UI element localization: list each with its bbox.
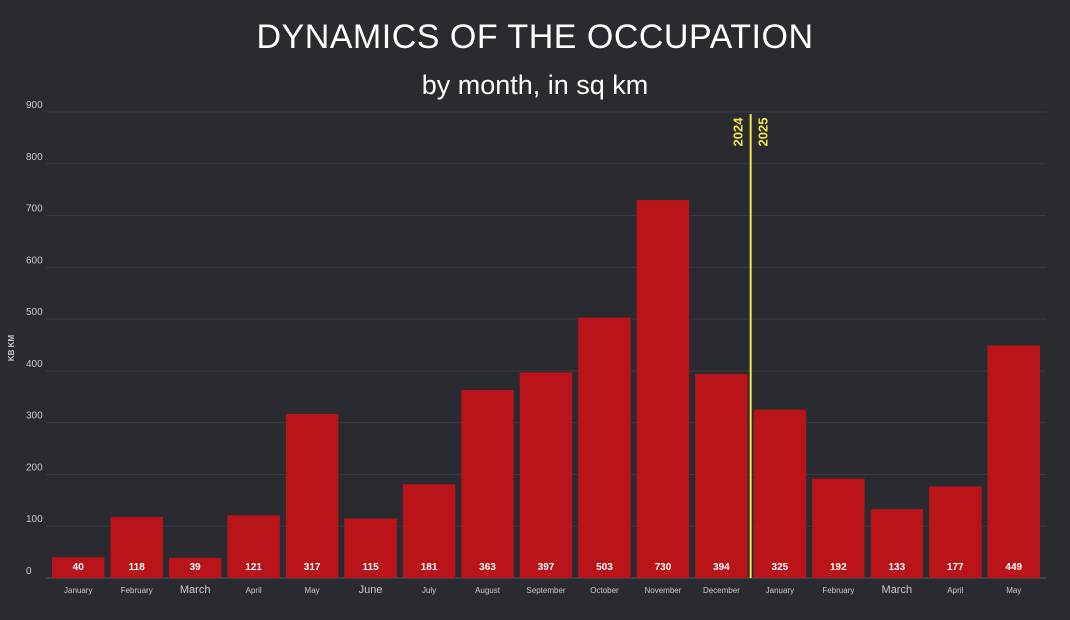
bar-value-label: 449 [1005,562,1022,573]
x-tick-label: May [305,586,320,595]
y-tick-label: 100 [26,514,43,525]
x-tick-label: March [180,584,211,596]
bar-value-label: 181 [421,562,438,573]
year-label-left: 2024 [731,117,746,147]
x-tick-label: April [246,586,262,595]
year-label-right: 2025 [756,118,771,147]
bar-value-label: 177 [947,562,964,573]
chart-subtitle: by month, in sq km [421,70,649,100]
bar [636,200,690,578]
year-divider: 2024 2025 [731,114,771,578]
y-tick-label: 0 [26,566,32,577]
bar [52,557,105,578]
x-tick-label: May [1006,586,1021,595]
bar-value-label: 115 [363,562,380,573]
bar [870,509,924,578]
y-tick-label: 800 [26,152,43,163]
x-tick-label: April [947,586,963,595]
bar [402,484,456,578]
x-tick-label: November [644,586,681,595]
x-tick-label: December [703,586,740,595]
bar-value-label: 192 [830,562,847,573]
y-tick-label: 300 [26,411,43,422]
bar-value-label: 40 [73,562,85,573]
bar [227,515,280,578]
bar [812,478,865,578]
bars [52,200,1040,578]
bar-value-label: 121 [245,562,262,573]
bar-value-label: 39 [190,562,202,573]
bar [519,372,573,578]
bar [461,390,514,578]
chart-title: DYNAMICS OF THE OCCUPATION [256,18,814,56]
bar [344,518,397,578]
y-tick-label: 400 [26,359,43,370]
y-tick-label: 700 [26,204,43,215]
bar-value-labels: 40 118 39 121 317 115 181 363 397 503 730 394 325 192… [73,562,1023,573]
bar [285,413,339,578]
x-tick-label: October [590,586,619,595]
bar-value-label: 317 [304,562,321,573]
bar [929,486,982,578]
x-tick-label: June [359,584,383,596]
y-tick-label: 200 [26,462,43,473]
bar [168,557,222,578]
x-tick-label: July [422,586,436,595]
bar [695,373,748,578]
bar-value-label: 397 [538,562,555,573]
y-axis-label: KB KM [7,335,16,362]
x-tick-label: January [64,586,92,595]
x-tick-label: September [526,586,565,595]
bar-value-label: 503 [596,562,613,573]
bar [110,516,163,578]
x-tick-label: March [882,584,913,596]
x-tick-label: February [822,586,854,595]
y-tick-label: 500 [26,307,43,318]
bar-value-label: 363 [479,562,496,573]
bar [753,409,807,578]
x-tick-label: January [766,586,794,595]
bar-value-label: 730 [655,562,672,573]
y-axis-ticks: 0 100 200 300 400 500 600 700 800 900 [26,100,43,577]
bar [578,317,631,578]
bar-value-label: 118 [129,562,146,573]
y-tick-label: 900 [26,100,43,111]
bar-value-label: 325 [772,562,789,573]
x-axis-labels: January February March April May June July Augu… [64,584,1021,596]
y-tick-label: 600 [26,255,43,266]
bar-value-label: 394 [713,562,730,573]
bar [987,345,1040,578]
x-tick-label: August [475,586,501,595]
bar-value-label: 133 [888,562,905,573]
x-tick-label: February [121,586,153,595]
